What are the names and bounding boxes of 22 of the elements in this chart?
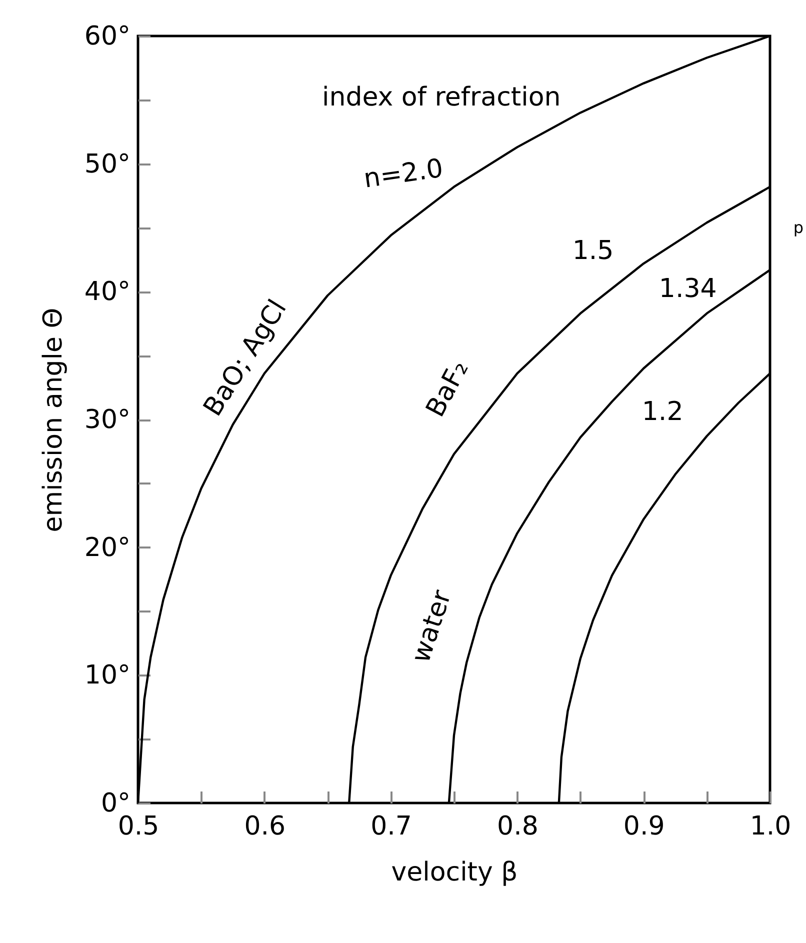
line-series bbox=[136, 34, 772, 804]
y-tick-label: 40° bbox=[84, 277, 130, 308]
y-tick-label: 50° bbox=[84, 149, 130, 180]
y-tick-label: 60° bbox=[84, 22, 130, 52]
annotation: BaF₂ bbox=[420, 356, 475, 422]
annotation: 1.34 bbox=[658, 274, 717, 304]
annotation: 1.2 bbox=[642, 396, 684, 427]
annotation: n=2.0 bbox=[362, 154, 445, 194]
x-tick-label: 0.8 bbox=[497, 812, 538, 842]
y-tick-label: 30° bbox=[84, 405, 130, 435]
annotation: water bbox=[406, 586, 458, 666]
y-axis-title: emission angle Θ bbox=[38, 308, 68, 532]
x-tick-label: 0.6 bbox=[244, 812, 286, 842]
text: p bbox=[793, 218, 804, 237]
y-tick-label: 10° bbox=[84, 660, 130, 691]
annotation: index of refraction bbox=[322, 82, 561, 112]
x-tick-label: 1.0 bbox=[750, 812, 792, 842]
y-tick-label: 20° bbox=[84, 532, 130, 563]
x-tick-label: 0.9 bbox=[623, 812, 665, 842]
x-axis-title: velocity β bbox=[391, 858, 518, 888]
x-tick-label: 0.7 bbox=[370, 812, 412, 842]
annotation: 1.5 bbox=[572, 236, 614, 266]
